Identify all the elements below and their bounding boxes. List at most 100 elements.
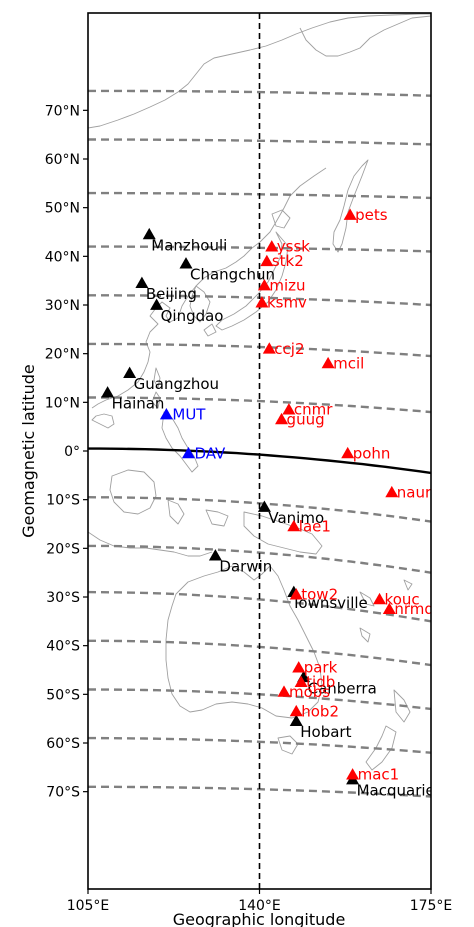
station-label: Vanimo — [268, 509, 324, 527]
station-label: Manzhouli — [151, 236, 227, 254]
y-tick-label: 20°S — [46, 541, 80, 557]
station-marker — [294, 675, 308, 688]
station-marker — [346, 768, 360, 780]
station-kouc: kouc — [373, 590, 420, 608]
y-tick-label: 70°N — [45, 103, 80, 119]
y-tick-label: 20°N — [45, 347, 80, 363]
station-label: Beijing — [146, 285, 197, 303]
station-marker — [287, 519, 301, 532]
station-vanimo: Vanimo — [257, 500, 324, 527]
station-label: guug — [287, 410, 325, 428]
station-label: MUT — [172, 406, 206, 424]
station-mobs: mobs — [277, 683, 330, 701]
station-label: tow2 — [301, 586, 338, 604]
y-tick-label: 40°S — [46, 639, 80, 655]
station-label: ccj2 — [274, 340, 304, 358]
station-label: tidb — [306, 673, 335, 691]
station-label: Hainan — [112, 395, 165, 413]
coastline-australia — [165, 565, 323, 755]
station-label: Changchun — [190, 266, 275, 284]
station-pohn: pohn — [341, 444, 390, 462]
station-label: mizu — [269, 277, 305, 295]
station-pets: pets — [343, 206, 388, 224]
station-label: park — [304, 659, 338, 677]
station-darwin: Darwin — [208, 549, 272, 576]
station-marker — [289, 704, 303, 717]
station-label: hob2 — [301, 702, 339, 720]
station-tow2: tow2 — [289, 586, 338, 604]
station-label: yssk — [277, 238, 311, 256]
station-marker — [265, 240, 279, 252]
coastline-china — [91, 301, 179, 429]
coastline-russia — [88, 13, 431, 319]
station-marker — [179, 257, 193, 269]
station-yssk: yssk — [265, 238, 310, 256]
y-tick-label: 0° — [64, 444, 80, 460]
x-tick-label: 175°E — [410, 898, 453, 914]
y-tick-label: 70°S — [46, 785, 80, 801]
station-guug: guug — [275, 410, 325, 428]
station-label: mcil — [333, 354, 364, 372]
station-label: pohn — [353, 444, 391, 462]
station-marker — [277, 685, 291, 697]
station-label: Hobart — [300, 723, 351, 741]
station-marker — [321, 356, 335, 369]
contour-line — [88, 785, 431, 798]
station-label: nrmd — [394, 600, 434, 618]
station-marker — [341, 446, 355, 459]
station-marker — [142, 227, 156, 240]
y-tick-label: 30°S — [46, 590, 80, 606]
y-tick-label: 50°S — [46, 687, 80, 703]
station-marker — [208, 549, 222, 561]
y-tick-label: 60°S — [46, 736, 80, 752]
station-manzhouli: Manzhouli — [142, 227, 227, 254]
y-axis-ticks: 70°N 60°N 50°N 40°N 30°N 20°N 10°N 0° 10°S 20°S 30… — [45, 103, 88, 801]
y-axis-label: Geomagnetic latitude — [19, 364, 38, 538]
y-tick-label: 10°N — [45, 395, 80, 411]
station-marker — [382, 602, 396, 615]
station-marker — [282, 403, 296, 415]
contour-line — [88, 736, 431, 754]
station-beijing: Beijing — [135, 276, 197, 303]
station-label: Macquarie — [357, 782, 435, 800]
station-ksmv: ksmv — [255, 294, 307, 312]
coastline-indonesia — [88, 499, 323, 557]
station-marker — [150, 298, 164, 310]
y-tick-label: 60°N — [45, 152, 80, 168]
station-label: Darwin — [219, 558, 272, 576]
station-label: lae1 — [299, 517, 331, 535]
station-qingdao: Qingdao — [150, 298, 224, 325]
station-marker — [292, 661, 306, 673]
contour-line — [88, 590, 431, 623]
station-hainan: Hainan — [101, 386, 164, 413]
contour-line — [88, 138, 431, 146]
contour-line — [88, 396, 431, 414]
station-marker — [159, 408, 173, 420]
station-label: cnmr — [294, 401, 333, 419]
x-axis-ticks: 105°E 140°E 175°E — [67, 889, 453, 914]
coastlines — [88, 13, 431, 771]
contour-line — [88, 544, 431, 574]
station-nrmd: nrmd — [382, 600, 434, 618]
y-tick-label: 30°N — [45, 298, 80, 314]
station-ccj2: ccj2 — [262, 340, 305, 358]
station-label: stk2 — [272, 252, 304, 270]
station-marker — [257, 500, 271, 512]
station-marker — [289, 588, 303, 600]
station-marker — [123, 366, 137, 379]
coastline-new-zealand — [359, 579, 413, 771]
station-label: naur — [397, 483, 432, 501]
station-changchun: Changchun — [179, 257, 275, 284]
station-label: Canberra — [308, 679, 377, 697]
station-tidb: tidb — [294, 673, 335, 691]
x-tick-label: 140°E — [238, 898, 281, 914]
x-tick-label: 105°E — [67, 898, 110, 914]
station-mut: MUT — [159, 406, 206, 424]
station-label: mobs — [289, 683, 330, 701]
station-marker — [275, 412, 289, 425]
station-mac1: mac1 — [346, 766, 399, 784]
station-marker — [289, 714, 303, 726]
